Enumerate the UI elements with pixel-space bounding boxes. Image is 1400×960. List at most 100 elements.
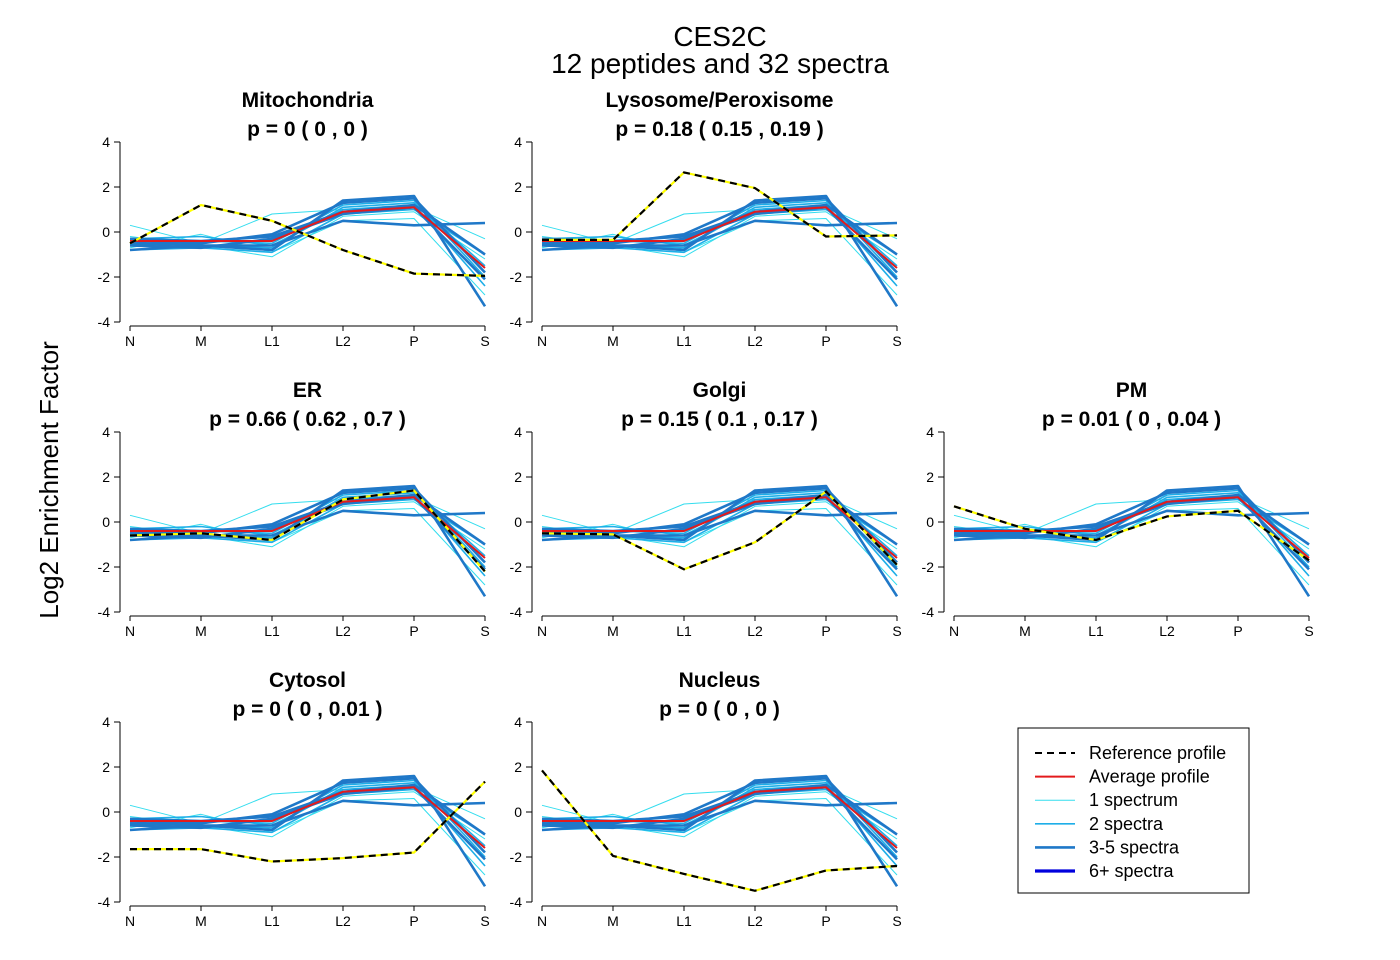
peptide-profile-line: [953, 486, 1310, 564]
y-tick-label: 4: [514, 714, 522, 730]
y-tick-label: -4: [510, 604, 523, 620]
figure-subtitle: 12 peptides and 32 spectra: [551, 48, 889, 79]
reference-profile-line: [129, 203, 486, 277]
peptide-profile-line: [129, 484, 487, 598]
panel-title: PM: [1116, 379, 1148, 402]
x-tick-label: L1: [264, 623, 280, 639]
panel-p-value: p = 0.01 ( 0 , 0.04 ): [1042, 408, 1221, 431]
peptide-profile-line: [541, 776, 898, 854]
reference-profile-line: [541, 769, 898, 892]
x-tick-label: N: [537, 623, 547, 639]
y-tick-label: 2: [102, 469, 110, 485]
y-axis-label: Log2 Enrichment Factor: [34, 341, 64, 619]
y-tick-label: 4: [514, 134, 522, 150]
x-tick-label: S: [480, 333, 489, 349]
x-tick-label: S: [892, 333, 901, 349]
y-tick-label: 4: [102, 714, 110, 730]
panel-title: Cytosol: [269, 669, 346, 692]
average-profile-line: [130, 206, 486, 269]
panel-nucleus: Nucleus p = 0 ( 0 , 0 ) -4 -2 0 2 4 N M L1 L2 P S: [510, 669, 902, 929]
legend-item: 6+ spectra: [1035, 861, 1175, 881]
average-profile-line: [130, 786, 486, 849]
average-profile-line: [130, 496, 486, 559]
x-tick-label: P: [409, 333, 418, 349]
x-tick-label: M: [195, 913, 207, 929]
y-tick-label: 0: [102, 224, 110, 240]
x-tick-label: P: [821, 623, 830, 639]
y-tick-label: -4: [98, 314, 111, 330]
y-tick-label: 2: [102, 179, 110, 195]
panel-p-value: p = 0.15 ( 0.1 , 0.17 ): [621, 408, 818, 431]
x-tick-label: S: [892, 623, 901, 639]
x-tick-label: L2: [335, 913, 351, 929]
y-tick-label: 4: [102, 134, 110, 150]
panel-title: Golgi: [693, 379, 747, 402]
x-tick-label: L1: [1088, 623, 1104, 639]
panel-pm: PM p = 0.01 ( 0 , 0.04 ) -4 -2 0 2 4 N M L1 L2 P S: [922, 379, 1314, 639]
panel-golgi: Golgi p = 0.15 ( 0.1 , 0.17 ) -4 -2 0 2 4 N M L1 L…: [510, 379, 902, 639]
peptide-profile-line: [541, 197, 898, 274]
x-tick-label: N: [125, 913, 135, 929]
x-tick-label: M: [1019, 623, 1031, 639]
peptide-profile-line: [129, 486, 486, 564]
x-tick-label: L2: [335, 623, 351, 639]
x-tick-label: S: [1304, 623, 1313, 639]
average-profile-line: [542, 496, 898, 559]
legend-item: 1 spectrum: [1035, 790, 1178, 810]
y-tick-label: 0: [514, 224, 522, 240]
panel-p-value: p = 0.18 ( 0.15 , 0.19 ): [615, 118, 823, 141]
peptide-profile-line: [129, 194, 487, 308]
panel-mitochondria: Mitochondria p = 0 ( 0 , 0 ) -4 -2 0 2 4 N M L1 L2…: [98, 89, 490, 349]
peptide-profile-line: [541, 219, 898, 247]
panels: Mitochondria p = 0 ( 0 , 0 ) -4 -2 0 2 4 N M L1 L2…: [98, 89, 1314, 929]
y-tick-label: 4: [514, 424, 522, 440]
y-tick-label: 0: [514, 514, 522, 530]
peptide-profile-line: [129, 798, 486, 876]
x-tick-label: M: [607, 623, 619, 639]
peptide-profile-line: [129, 509, 486, 537]
y-tick-label: -4: [98, 894, 111, 910]
panel-er: ER p = 0.66 ( 0.62 , 0.7 ) -4 -2 0 2 4 N M L1 L2 P S: [98, 379, 490, 639]
x-tick-label: N: [949, 623, 959, 639]
x-tick-label: M: [607, 913, 619, 929]
peptide-profile-line: [541, 486, 898, 564]
x-tick-label: N: [537, 913, 547, 929]
y-tick-label: 2: [514, 179, 522, 195]
peptide-profile-line: [541, 484, 899, 598]
reference-profile-line: [129, 489, 486, 573]
y-tick-label: -2: [510, 269, 523, 285]
y-tick-label: 0: [102, 804, 110, 820]
x-tick-label: S: [480, 913, 489, 929]
peptide-profile-line: [129, 197, 486, 274]
legend-label: 2 spectra: [1089, 814, 1164, 834]
x-tick-label: P: [821, 333, 830, 349]
x-tick-label: L1: [676, 913, 692, 929]
panel-lysosome-peroxisome: Lysosome/Peroxisome p = 0.18 ( 0.15 , 0.1…: [510, 89, 902, 349]
x-tick-label: P: [409, 913, 418, 929]
peptide-profile-line: [129, 218, 486, 296]
y-tick-label: 2: [514, 469, 522, 485]
panel-p-value: p = 0 ( 0 , 0 ): [247, 118, 368, 141]
figure-title: CES2C: [673, 21, 766, 52]
legend-label: 3-5 spectra: [1089, 837, 1180, 857]
peptide-profile-line: [129, 776, 486, 854]
panel-title: Lysosome/Peroxisome: [606, 89, 834, 112]
y-tick-label: 4: [926, 424, 934, 440]
y-tick-label: -2: [510, 559, 523, 575]
x-tick-label: N: [125, 333, 135, 349]
legend-item: Reference profile: [1035, 743, 1226, 763]
x-tick-label: P: [1233, 623, 1242, 639]
x-tick-label: L2: [747, 333, 763, 349]
peptide-profile-line: [953, 509, 1310, 537]
peptide-profile-line: [129, 799, 486, 827]
y-tick-label: 4: [102, 424, 110, 440]
reference-profile-line: [953, 505, 1310, 562]
peptide-profile-line: [953, 484, 1311, 598]
y-tick-label: -2: [510, 849, 523, 865]
x-tick-label: L1: [676, 623, 692, 639]
peptide-profile-line: [541, 194, 899, 308]
x-tick-label: L2: [335, 333, 351, 349]
x-tick-label: L1: [264, 333, 280, 349]
y-tick-label: 2: [102, 759, 110, 775]
